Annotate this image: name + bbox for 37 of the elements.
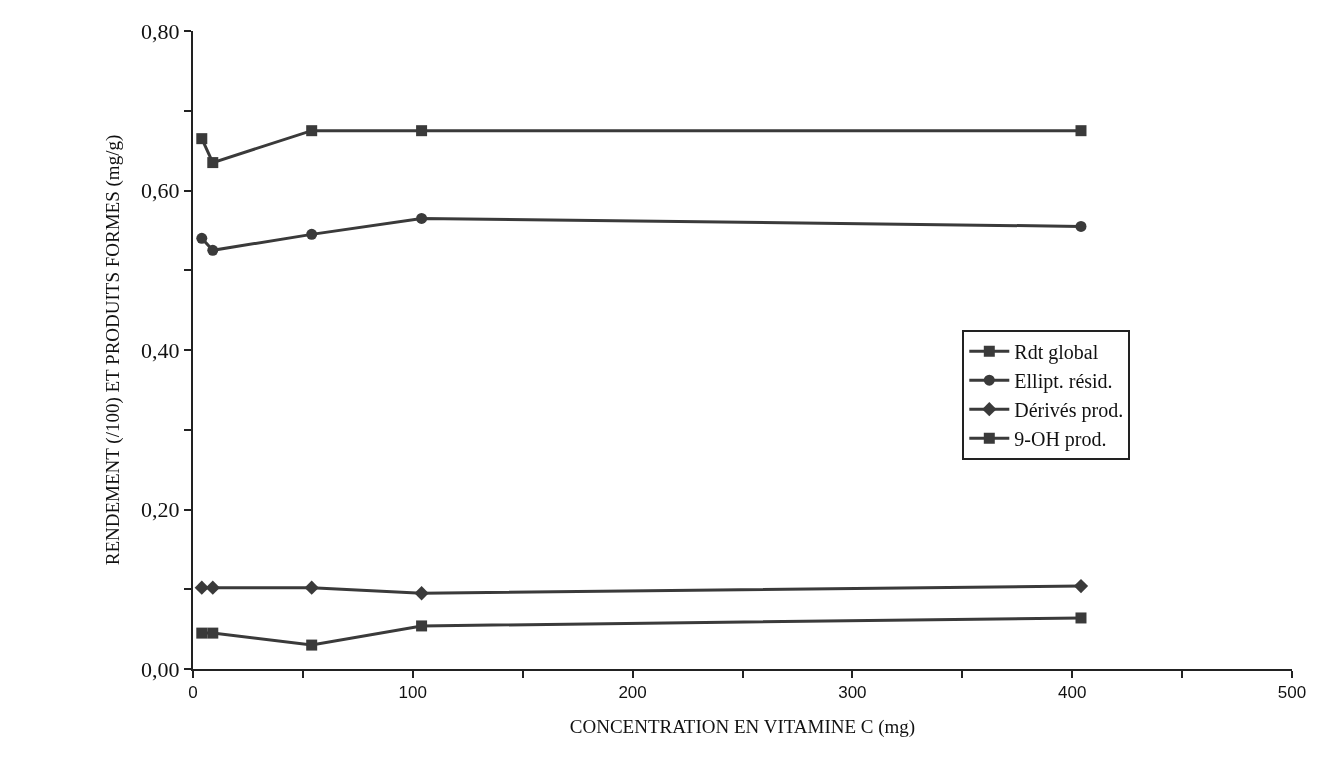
- legend-label: Rdt global: [1014, 340, 1099, 364]
- point: [306, 639, 318, 651]
- y-tick-label: 0,80: [141, 18, 180, 44]
- point: [196, 133, 208, 145]
- legend-label: Dérivés prod.: [1014, 398, 1124, 422]
- x-tick-label: 400: [1058, 683, 1087, 703]
- legend-label: Ellipt. résid.: [1014, 369, 1113, 393]
- point: [194, 580, 209, 595]
- point: [196, 232, 208, 244]
- y-axis-title: RENDEMENT (/100) ET PRODUITS FORMES (mg/g): [102, 134, 125, 566]
- y-tick-label: 0,40: [141, 337, 180, 363]
- point: [1073, 578, 1089, 594]
- x-tick-label: 300: [838, 683, 867, 703]
- x-axis-title: CONCENTRATION EN VITAMINE C (mg): [569, 715, 916, 738]
- point: [414, 586, 429, 601]
- point: [205, 580, 220, 595]
- y-tick-label: 0,00: [141, 656, 180, 682]
- point: [1075, 612, 1087, 624]
- point: [207, 627, 219, 639]
- legend-label: 9-OH prod.: [1014, 427, 1107, 451]
- x-tick-label: 200: [618, 683, 647, 703]
- point: [1075, 125, 1087, 137]
- point: [416, 125, 428, 137]
- point: [306, 125, 318, 137]
- point: [416, 620, 428, 632]
- point: [304, 580, 319, 595]
- point: [207, 157, 219, 169]
- x-tick-label: 0: [188, 683, 198, 703]
- y-tick-label: 0,20: [141, 497, 180, 523]
- x-tick-label: 100: [398, 683, 427, 703]
- point: [306, 228, 318, 240]
- x-tick-label: 500: [1277, 683, 1307, 703]
- point: [196, 627, 208, 639]
- point: [1075, 220, 1087, 232]
- point: [416, 212, 428, 224]
- y-tick-label: 0,60: [141, 178, 180, 204]
- point: [207, 244, 219, 256]
